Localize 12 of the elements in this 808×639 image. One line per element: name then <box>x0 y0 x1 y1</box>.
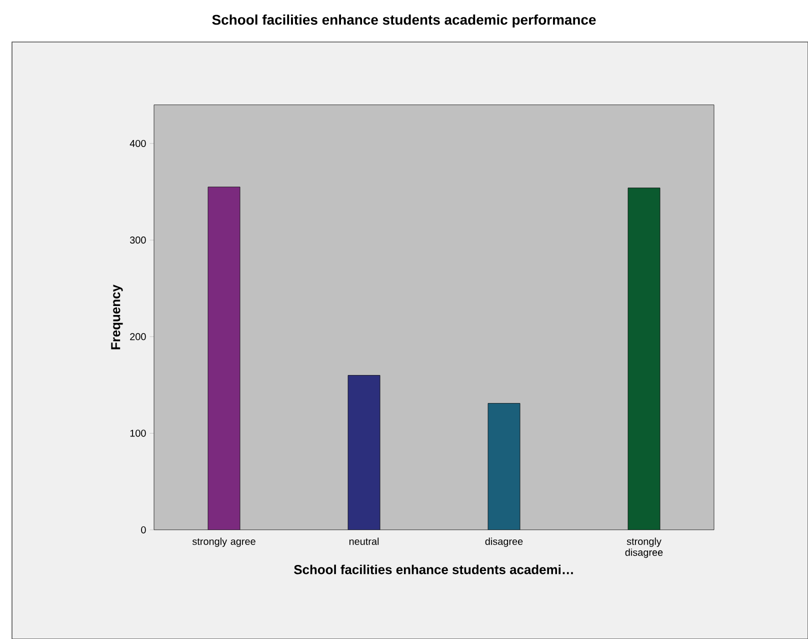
y-axis-title: Frequency <box>111 284 123 350</box>
y-tick-label: 200 <box>130 333 146 340</box>
chart-title: School facilities enhance students academic performance <box>212 14 596 28</box>
x-tick-label: disagree <box>485 538 523 547</box>
x-axis-title: School facilities enhance students academi… <box>294 564 573 574</box>
y-tick-label: 400 <box>130 140 146 147</box>
y-tick-label: 100 <box>130 430 146 437</box>
y-tick-label: 0 <box>141 526 146 534</box>
y-tick-label: 300 <box>130 236 146 244</box>
x-tick-label: strongly disagree <box>625 538 663 558</box>
x-tick-label: strongly agree <box>192 538 256 547</box>
x-tick-label: neutral <box>349 538 379 545</box>
